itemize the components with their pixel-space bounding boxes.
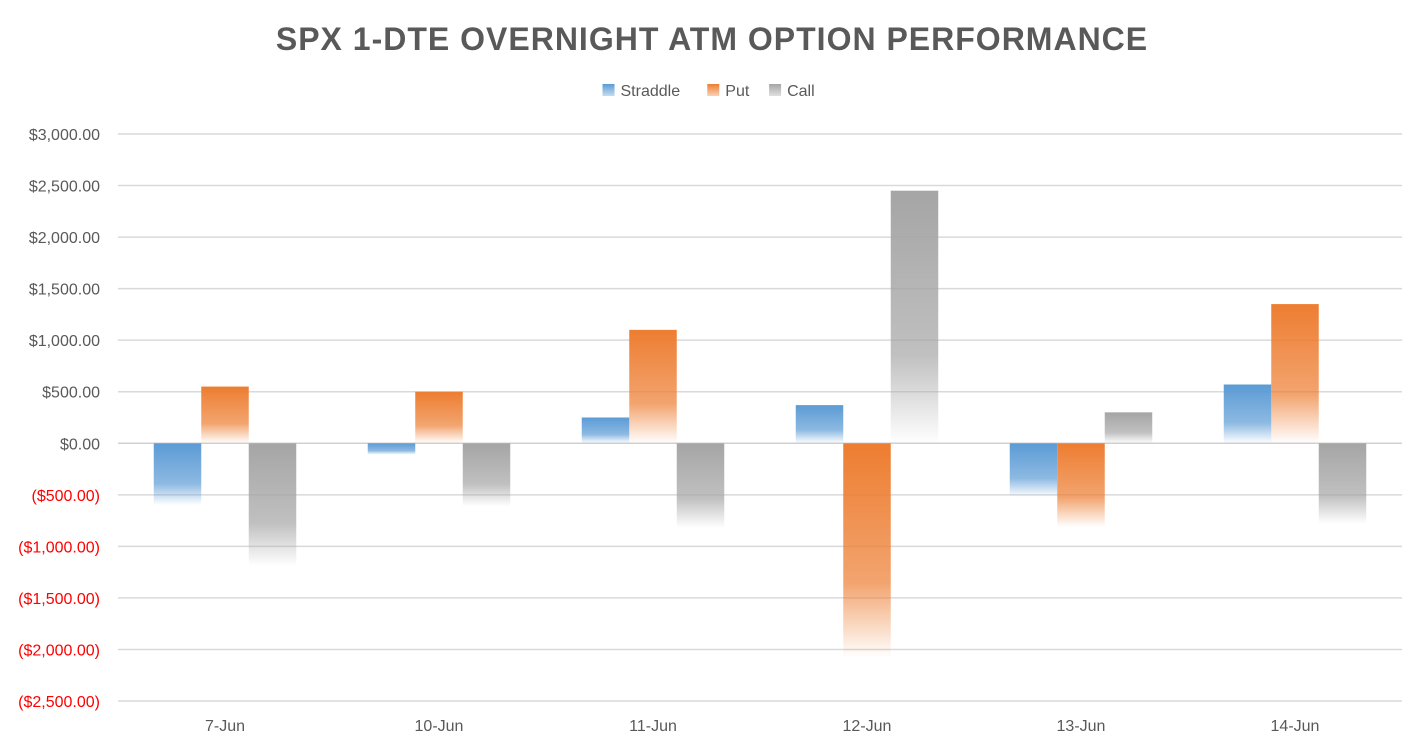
- bars-group: [153, 190, 1367, 658]
- bar-put-11-jun: [629, 329, 677, 444]
- y-tick-label: ($2,500.00): [18, 694, 100, 711]
- y-tick-label: $0.00: [60, 436, 100, 453]
- legend-label-call: Call: [787, 83, 815, 100]
- y-tick-label: $2,000.00: [29, 230, 100, 247]
- y-tick-label: ($1,000.00): [18, 539, 100, 556]
- bar-put-13-jun: [1057, 443, 1105, 527]
- chart-title: SPX 1-DTE OVERNIGHT ATM OPTION PERFORMAN…: [276, 21, 1148, 57]
- bar-straddle-11-jun: [581, 417, 630, 444]
- bar-call-7-jun: [248, 443, 297, 566]
- bar-call-10-jun: [462, 443, 511, 507]
- legend-label-put: Put: [725, 83, 750, 100]
- gridlines: [118, 133, 1402, 702]
- bar-straddle-12-jun: [795, 405, 844, 444]
- y-tick-label: ($500.00): [32, 488, 101, 505]
- bar-call-13-jun: [1104, 412, 1153, 444]
- bar-call-14-jun: [1318, 443, 1367, 524]
- bar-call-11-jun: [676, 443, 725, 528]
- legend-swatch-put: [707, 84, 720, 96]
- y-tick-label: $2,500.00: [29, 179, 100, 196]
- x-tick-label: 10-Jun: [415, 718, 464, 735]
- bar-call-12-jun: [890, 190, 939, 444]
- bar-straddle-7-jun: [153, 443, 202, 506]
- bar-put-7-jun: [201, 386, 249, 444]
- y-tick-label: $500.00: [42, 385, 100, 402]
- legend-swatch-straddle: [602, 84, 615, 96]
- y-tick-label: $1,000.00: [29, 333, 100, 350]
- bar-straddle-13-jun: [1009, 443, 1058, 497]
- legend-label-straddle: Straddle: [621, 83, 681, 100]
- legend-swatch-call: [769, 84, 782, 96]
- y-tick-label: ($1,500.00): [18, 591, 100, 608]
- x-axis: 7-Jun 10-Jun 11-Jun 12-Jun 13-Jun 14-Jun: [205, 718, 1319, 735]
- chart-legend: Straddle Put Call: [602, 83, 815, 100]
- y-axis: $3,000.00 $2,500.00 $2,000.00 $1,500.00 $1,0…: [18, 127, 100, 711]
- bar-straddle-14-jun: [1223, 384, 1272, 444]
- y-tick-label: $1,500.00: [29, 282, 100, 299]
- bar-put-12-jun: [843, 443, 891, 658]
- x-tick-label: 12-Jun: [843, 718, 892, 735]
- y-tick-label: ($2,000.00): [18, 642, 100, 659]
- x-tick-label: 7-Jun: [205, 718, 245, 735]
- x-tick-label: 11-Jun: [629, 718, 677, 735]
- x-tick-label: 13-Jun: [1057, 718, 1106, 735]
- y-tick-label: $3,000.00: [29, 127, 100, 144]
- bar-put-14-jun: [1271, 304, 1319, 444]
- bar-put-10-jun: [415, 391, 463, 444]
- x-tick-label: 14-Jun: [1271, 718, 1320, 735]
- bar-straddle-10-jun: [367, 443, 416, 455]
